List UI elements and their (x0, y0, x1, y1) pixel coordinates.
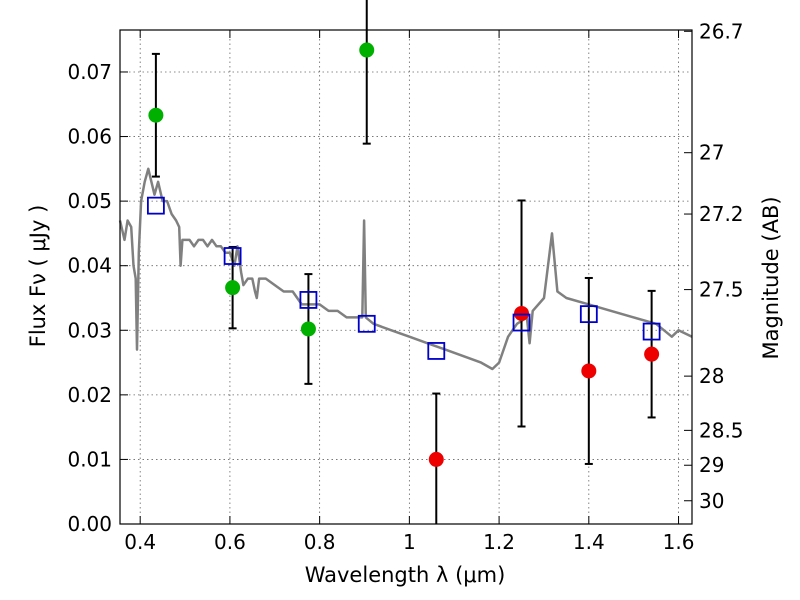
error-bars (151, 0, 656, 524)
y-tick-label: 0.06 (67, 125, 112, 149)
y2-tick-label: 27.2 (699, 202, 744, 226)
y2-tick-label: 26.7 (699, 19, 744, 43)
y2-ticks: 26.7 27 27.2 27.5 28 28.5 29 30 (684, 19, 744, 513)
y2-tick-label: 29 (699, 453, 724, 477)
x-tick-label: 1.6 (663, 530, 695, 554)
y-tick-label: 0.01 (67, 447, 112, 471)
detection-point (148, 107, 164, 123)
model-band-square (512, 313, 531, 332)
upper-limit-point (428, 451, 444, 467)
model-band-square (357, 314, 376, 333)
upper-limit-points (428, 305, 660, 467)
y-tick-label: 0.04 (67, 254, 112, 278)
model-band-squares (146, 196, 661, 360)
y-tick-label: 0.05 (67, 189, 112, 213)
detection-points (148, 42, 375, 337)
y2-tick-label: 27 (699, 141, 724, 165)
x-axis-label: Wavelength λ (μm) (305, 563, 506, 587)
y-tick-label: 0.00 (67, 512, 112, 536)
detection-point (359, 42, 375, 58)
y2-tick-label: 27.5 (699, 278, 744, 302)
x-tick-label: 1.4 (573, 530, 605, 554)
plot-frame (119, 29, 693, 525)
upper-limit-point (581, 363, 597, 379)
sed-line-series (118, 167, 693, 371)
y2-tick-label: 30 (699, 489, 724, 513)
y2-tick-label: 28.5 (699, 418, 744, 442)
x-tick-label: 1.2 (483, 530, 515, 554)
y-tick-label: 0.02 (67, 383, 112, 407)
model-band-square (146, 196, 165, 215)
y-tick-label: 0.07 (67, 60, 112, 84)
x-ticks: 0.4 0.6 0.8 1 1.2 1.4 1.6 (124, 30, 694, 554)
upper-limit-point (644, 346, 660, 362)
y-tick-label: 0.03 (67, 318, 112, 342)
model-band-square (223, 247, 242, 265)
detection-point (225, 280, 241, 296)
y2-axis-label: Magnitude (AB) (759, 196, 783, 359)
y-axis-label: Flux Fν ( μJy ) (26, 205, 50, 348)
x-tick-label: 0.8 (304, 530, 336, 554)
grid-lines (120, 30, 692, 525)
x-tick-label: 0.6 (214, 530, 246, 554)
model-band-square (427, 342, 446, 360)
y2-tick-label: 28 (699, 364, 724, 388)
sed-line (118, 167, 693, 371)
model-band-square (579, 305, 598, 324)
x-tick-label: 1 (403, 530, 416, 554)
model-band-square (642, 322, 661, 341)
model-band-square (299, 291, 318, 309)
x-tick-label: 0.4 (124, 530, 156, 554)
y-ticks: 0.00 0.01 0.02 0.03 0.04 0.05 0.06 0.07 (67, 60, 128, 536)
detection-point (300, 321, 316, 337)
upper-limit-point (514, 305, 530, 321)
